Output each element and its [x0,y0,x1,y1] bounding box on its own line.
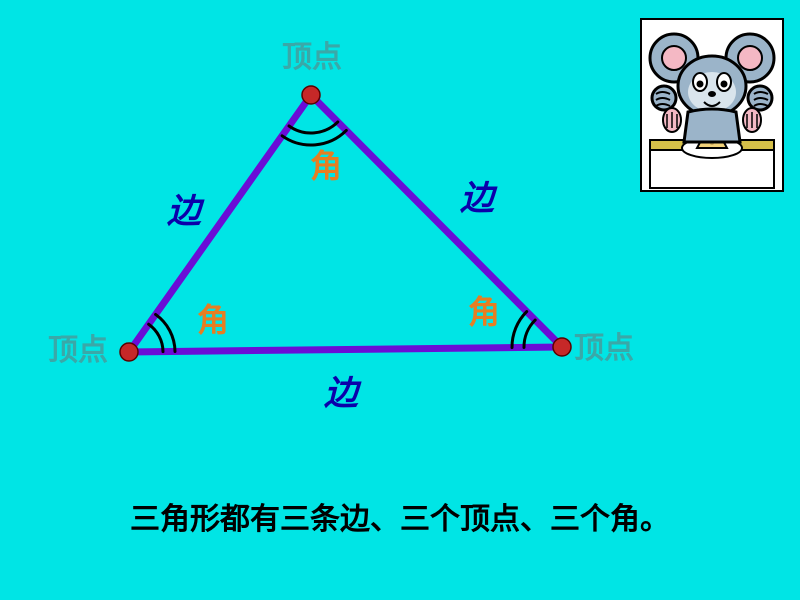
vertex-label-0: 顶点 [282,32,342,76]
edge-label-1: 边 [460,171,494,220]
angle-label-2: 角 [468,287,500,333]
mascot-svg [642,20,782,190]
caption-text: 三角形都有三条边、三个顶点、三个角。 [0,494,800,538]
vertex-label-1: 顶点 [48,325,108,369]
edge-label-2: 边 [324,366,358,415]
diagram-stage: 顶点顶点顶点边边边角角角 三角形都有三条边、三个顶点、三个角。 [0,0,800,600]
angle-label-1: 角 [197,295,229,341]
vertex-label-2: 顶点 [574,323,634,367]
angle-label-0: 角 [310,141,342,187]
mascot-illustration [640,18,784,192]
edge-label-0: 边 [167,184,201,233]
